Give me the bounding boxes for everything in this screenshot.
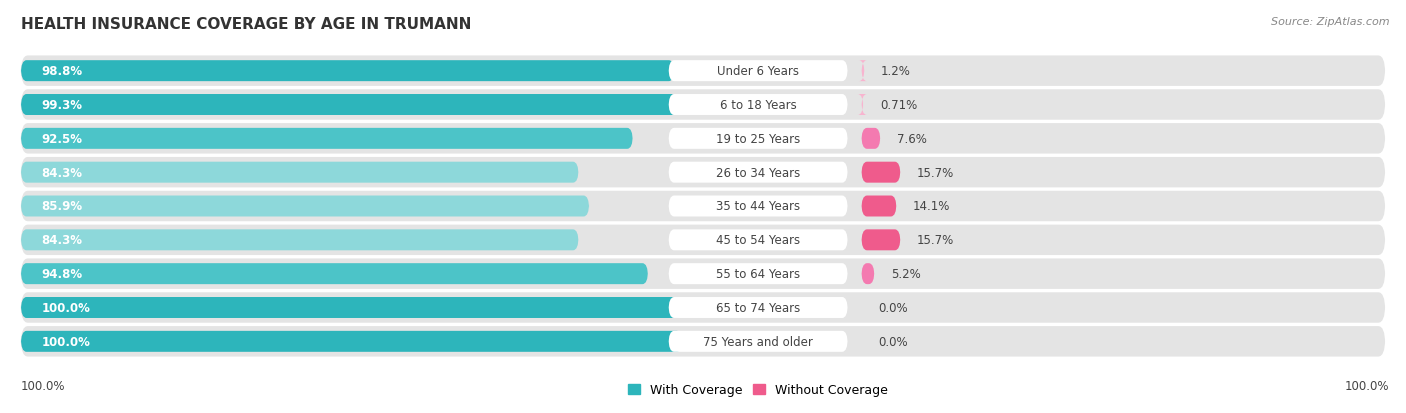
FancyBboxPatch shape	[21, 297, 682, 318]
Text: 100.0%: 100.0%	[1344, 380, 1389, 392]
Text: 7.6%: 7.6%	[897, 133, 927, 145]
Text: 0.0%: 0.0%	[877, 335, 908, 348]
FancyBboxPatch shape	[21, 95, 678, 116]
FancyBboxPatch shape	[669, 331, 848, 352]
Text: 15.7%: 15.7%	[917, 234, 955, 247]
FancyBboxPatch shape	[669, 162, 848, 183]
FancyBboxPatch shape	[669, 196, 848, 217]
Text: 5.2%: 5.2%	[891, 268, 921, 280]
Text: 14.1%: 14.1%	[912, 200, 950, 213]
Legend: With Coverage, Without Coverage: With Coverage, Without Coverage	[623, 378, 893, 401]
FancyBboxPatch shape	[21, 124, 1385, 154]
Text: 94.8%: 94.8%	[42, 268, 83, 280]
FancyBboxPatch shape	[669, 230, 848, 251]
FancyBboxPatch shape	[21, 162, 578, 183]
Text: 6 to 18 Years: 6 to 18 Years	[720, 99, 796, 112]
Text: 84.3%: 84.3%	[42, 234, 83, 247]
FancyBboxPatch shape	[858, 95, 868, 116]
Text: 85.9%: 85.9%	[42, 200, 83, 213]
FancyBboxPatch shape	[21, 326, 1385, 357]
Text: 100.0%: 100.0%	[42, 335, 90, 348]
FancyBboxPatch shape	[21, 259, 1385, 289]
Text: 35 to 44 Years: 35 to 44 Years	[716, 200, 800, 213]
Text: 55 to 64 Years: 55 to 64 Years	[716, 268, 800, 280]
FancyBboxPatch shape	[21, 90, 1385, 121]
Text: 26 to 34 Years: 26 to 34 Years	[716, 166, 800, 179]
FancyBboxPatch shape	[669, 263, 848, 285]
Text: Source: ZipAtlas.com: Source: ZipAtlas.com	[1271, 17, 1389, 26]
FancyBboxPatch shape	[859, 61, 868, 82]
FancyBboxPatch shape	[21, 128, 633, 150]
Text: HEALTH INSURANCE COVERAGE BY AGE IN TRUMANN: HEALTH INSURANCE COVERAGE BY AGE IN TRUM…	[21, 17, 471, 31]
Text: 98.8%: 98.8%	[42, 65, 83, 78]
Text: 75 Years and older: 75 Years and older	[703, 335, 813, 348]
FancyBboxPatch shape	[21, 191, 1385, 222]
FancyBboxPatch shape	[669, 297, 848, 318]
Text: 1.2%: 1.2%	[882, 65, 911, 78]
FancyBboxPatch shape	[21, 158, 1385, 188]
FancyBboxPatch shape	[669, 128, 848, 150]
FancyBboxPatch shape	[862, 196, 897, 217]
FancyBboxPatch shape	[21, 61, 675, 82]
FancyBboxPatch shape	[21, 292, 1385, 323]
Text: 100.0%: 100.0%	[42, 301, 90, 314]
FancyBboxPatch shape	[21, 225, 1385, 255]
FancyBboxPatch shape	[862, 128, 880, 150]
FancyBboxPatch shape	[21, 56, 1385, 87]
Text: 65 to 74 Years: 65 to 74 Years	[716, 301, 800, 314]
Text: 92.5%: 92.5%	[42, 133, 83, 145]
FancyBboxPatch shape	[862, 263, 875, 285]
Text: 15.7%: 15.7%	[917, 166, 955, 179]
Text: Under 6 Years: Under 6 Years	[717, 65, 799, 78]
Text: 0.0%: 0.0%	[877, 301, 908, 314]
FancyBboxPatch shape	[21, 196, 589, 217]
Text: 45 to 54 Years: 45 to 54 Years	[716, 234, 800, 247]
FancyBboxPatch shape	[862, 230, 900, 251]
Text: 0.71%: 0.71%	[880, 99, 917, 112]
FancyBboxPatch shape	[21, 331, 682, 352]
Text: 84.3%: 84.3%	[42, 166, 83, 179]
Text: 19 to 25 Years: 19 to 25 Years	[716, 133, 800, 145]
FancyBboxPatch shape	[21, 263, 648, 285]
Text: 99.3%: 99.3%	[42, 99, 83, 112]
Text: 100.0%: 100.0%	[21, 380, 66, 392]
FancyBboxPatch shape	[669, 61, 848, 82]
FancyBboxPatch shape	[862, 162, 900, 183]
FancyBboxPatch shape	[21, 230, 578, 251]
FancyBboxPatch shape	[669, 95, 848, 116]
